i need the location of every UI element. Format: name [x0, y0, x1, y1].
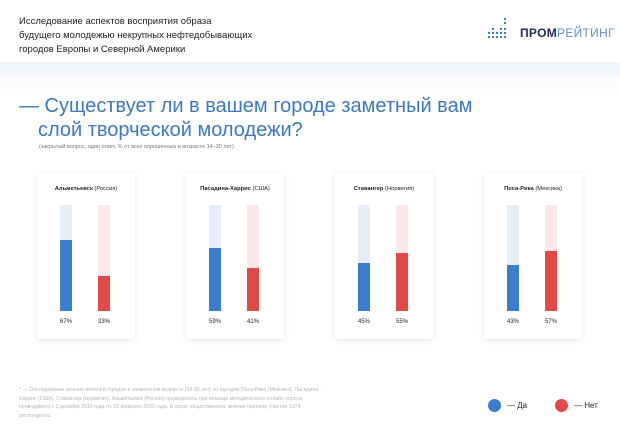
city-name: Пасадина-Харрис	[200, 186, 251, 192]
no-bar-track	[98, 205, 110, 311]
legend-no: — Нет	[555, 399, 598, 412]
header: Исследование аспектов восприятия образа …	[0, 0, 620, 62]
no-bar-track	[247, 205, 259, 311]
yes-bar	[209, 248, 221, 311]
title-line: Исследование аспектов восприятия образа	[19, 16, 212, 27]
no-bar	[396, 252, 408, 311]
header-band	[0, 62, 620, 92]
city-country: (США)	[252, 186, 270, 192]
legend-no-dot-icon	[555, 399, 568, 412]
question-title: — Существует ли в вашем городе заметный …	[19, 94, 472, 142]
yes-bar-track	[60, 205, 72, 311]
question-note: (закрытый вопрос, один ответ, % от всех …	[39, 144, 234, 150]
yes-value-label: 45%	[357, 319, 370, 325]
yes-bar-track	[209, 205, 221, 311]
city-country: (Россия)	[94, 186, 118, 192]
yes-value-label: 43%	[506, 319, 519, 325]
question-line: — Существует ли в вашем городе заметный …	[19, 95, 473, 117]
yes-bar-track	[358, 205, 370, 311]
question-line: слой творческой молодежи?	[38, 119, 303, 141]
no-bar	[545, 250, 557, 311]
city-title: Поса-Рика (Мексика)	[484, 186, 582, 192]
logo-bars-icon	[488, 18, 506, 38]
city-card: Альметьевск (Россия) 67% 33%	[37, 173, 135, 339]
no-value-label: 57%	[544, 319, 557, 325]
no-value-label: 33%	[97, 319, 110, 325]
city-title: Альметьевск (Россия)	[37, 186, 135, 192]
title-line: городов Европы и Северной Америки	[19, 44, 186, 55]
city-name: Поса-Рика	[504, 186, 534, 192]
city-title: Пасадина-Харрис (США)	[186, 186, 284, 192]
city-country: (Мексика)	[535, 186, 562, 192]
no-bar-track	[396, 205, 408, 311]
city-title: Ставангер (Норвегия)	[335, 186, 433, 192]
no-value-label: 41%	[246, 319, 259, 325]
yes-bar	[358, 263, 370, 311]
legend-yes-label: — Да	[507, 401, 528, 410]
city-card: Пасадина-Харрис (США) 59% 41%	[186, 173, 284, 339]
legend-no-label: — Нет	[574, 401, 598, 410]
title-line: будущего молодежью некрупных нефтедобыва…	[19, 30, 253, 41]
no-bar	[98, 276, 110, 311]
yes-bar	[60, 239, 72, 311]
legend-yes-dot-icon	[488, 399, 501, 412]
yes-bar	[507, 265, 519, 311]
legend-yes: — Да	[488, 399, 527, 412]
city-name: Ставангер	[353, 186, 384, 192]
city-name: Альметьевск	[54, 186, 93, 192]
no-bar-track	[545, 205, 557, 311]
yes-value-label: 67%	[59, 319, 72, 325]
city-country: (Норвегия)	[385, 186, 415, 192]
footnote: * — Обследование мнения жителей городов …	[19, 387, 322, 419]
yes-value-label: 59%	[208, 319, 221, 325]
city-card: Поса-Рика (Мексика) 43% 57%	[484, 173, 582, 339]
no-bar	[247, 267, 259, 311]
no-value-label: 55%	[395, 319, 408, 325]
city-card: Ставангер (Норвегия) 45% 55%	[335, 173, 433, 339]
logo-text: ПРОМРЕЙТИНГ	[520, 26, 615, 40]
yes-bar-track	[507, 205, 519, 311]
logo: ПРОМРЕЙТИНГ	[488, 18, 615, 48]
report-title: Исследование аспектов восприятия образа …	[19, 15, 299, 57]
